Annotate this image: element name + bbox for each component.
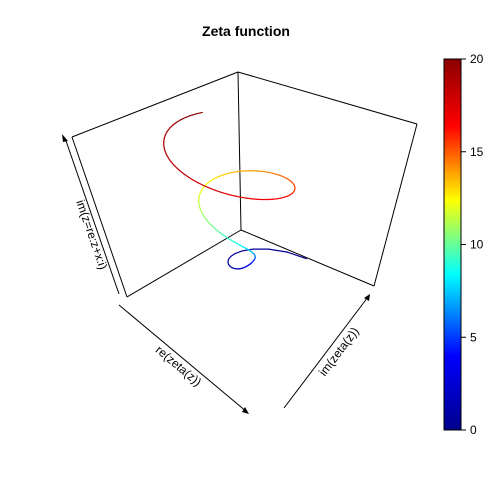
curve-segment: [191, 179, 199, 184]
box-edge: [126, 229, 242, 298]
curve-segment: [221, 191, 229, 195]
curve-segment: [195, 111, 203, 115]
curve-segment: [170, 161, 176, 167]
curve-segment: [164, 130, 168, 136]
curve-segment: [163, 137, 165, 143]
curve-segment: [165, 153, 169, 159]
curve-segment: [264, 171, 270, 174]
colorbar-tick-label: 15: [470, 145, 484, 159]
curve-segment: [172, 121, 178, 126]
box-edge: [237, 71, 242, 231]
curve-segment: [185, 114, 192, 118]
colorbar-tick-label: 20: [470, 52, 484, 66]
zeta-curve: [163, 111, 307, 270]
curve-segment: [163, 134, 166, 140]
curve-segment: [203, 184, 211, 189]
curve-segment: [215, 189, 223, 194]
y-axis-arrow: [283, 296, 369, 409]
z-axis-label: im(z=re:z+x:i): [73, 198, 110, 271]
curve-segment: [234, 250, 243, 255]
colorbar-tick-label: 10: [470, 238, 484, 252]
curve-segment: [208, 187, 217, 192]
y-axis-label: im(zeta(z)): [316, 324, 362, 378]
box-edge: [240, 229, 375, 287]
curve-segment: [230, 171, 236, 174]
y-axis-arrowhead: [364, 294, 370, 301]
curve-segment: [245, 197, 253, 200]
x-axis-label: re(zeta(z)): [153, 343, 204, 389]
x-axis-arrow: [118, 304, 248, 413]
curve-segment: [164, 149, 167, 155]
curve-segment: [227, 193, 235, 197]
colorbar-ticks: 0 5 10 15 20: [461, 52, 484, 437]
curve-segment: [267, 248, 289, 253]
curve-segment: [181, 172, 188, 177]
axis-arrows: [62, 134, 370, 414]
box-edge: [71, 136, 128, 298]
box-edge: [71, 71, 239, 138]
colorbar-tick-label: 5: [470, 330, 477, 344]
x-axis-arrowhead: [242, 407, 249, 414]
curve-segment: [167, 157, 172, 163]
curve-segment: [276, 197, 282, 200]
curve-segment: [169, 124, 174, 129]
curve-segment: [268, 171, 273, 174]
plot-box: [71, 71, 418, 298]
box-edge: [237, 71, 418, 125]
curve-segment: [233, 170, 239, 173]
curve-segment: [239, 196, 248, 199]
colorbar-tick-label: 0: [470, 423, 477, 437]
curve-segment: [177, 168, 184, 174]
curve-segment: [163, 145, 166, 151]
curve-segment: [197, 182, 205, 187]
z-axis-arrowhead: [62, 134, 68, 142]
z-axis-arrow: [64, 137, 120, 295]
curve-segment: [190, 113, 198, 117]
box-edge: [373, 123, 418, 287]
curve-segment: [173, 165, 179, 170]
curve-segment: [166, 127, 171, 132]
curve-segment: [286, 251, 307, 260]
curve-segment: [176, 119, 182, 123]
curve-segment: [186, 175, 194, 181]
curve-segment: [180, 116, 187, 121]
curve-segment: [233, 195, 242, 198]
curve-segment: [230, 252, 236, 257]
colorbar: [443, 58, 462, 431]
chart-title: Zeta function: [202, 23, 290, 39]
